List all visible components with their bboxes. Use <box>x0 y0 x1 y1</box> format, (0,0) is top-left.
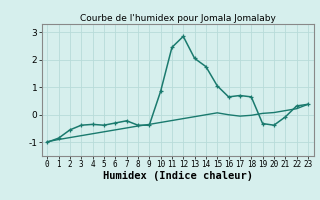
Title: Courbe de l'humidex pour Jomala Jomalaby: Courbe de l'humidex pour Jomala Jomalaby <box>80 14 276 23</box>
X-axis label: Humidex (Indice chaleur): Humidex (Indice chaleur) <box>103 171 252 181</box>
